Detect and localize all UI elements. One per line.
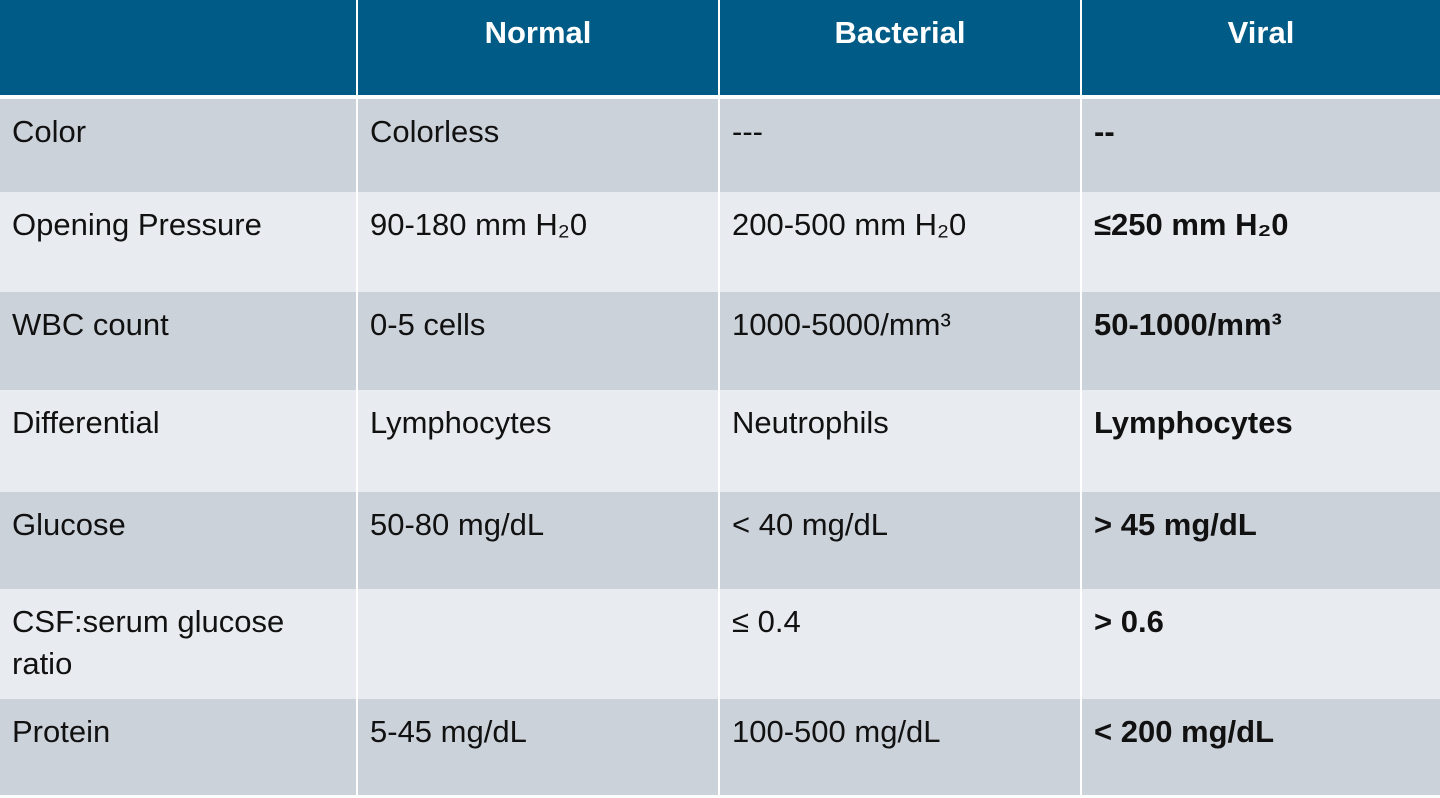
cell: 0-5 cells [356, 292, 719, 390]
table-row: CSF:serum glucose ratio ≤ 0.4 > 0.6 [0, 589, 1440, 699]
cell: > 0.6 [1080, 589, 1440, 699]
cell: Colorless [356, 97, 719, 192]
header-cell: Normal [356, 0, 719, 99]
row-label: Differential [0, 390, 357, 492]
row-label: CSF:serum glucose ratio [0, 589, 357, 699]
cell: ≤250 mm H₂0 [1080, 192, 1440, 292]
cell: 50-1000/mm³ [1080, 292, 1440, 390]
cell: 200-500 mm H₂0 [718, 192, 1081, 292]
cell: 90-180 mm H₂0 [356, 192, 719, 292]
header-cell [0, 0, 357, 99]
cell: 1000-5000/mm³ [718, 292, 1081, 390]
cell: 50-80 mg/dL [356, 492, 719, 589]
table-row: Opening Pressure 90-180 mm H₂0 200-500 mm … [0, 192, 1440, 292]
table-row: Differential Lymphocytes Neutrophils Lympho… [0, 390, 1440, 492]
cell: 5-45 mg/dL [356, 699, 719, 795]
cell: --- [718, 97, 1081, 192]
row-label: Color [0, 97, 357, 192]
cell: < 200 mg/dL [1080, 699, 1440, 795]
table-row: Protein 5-45 mg/dL 100-500 mg/dL < 200 mg/d… [0, 699, 1440, 795]
cell: < 40 mg/dL [718, 492, 1081, 589]
table-row: WBC count 0-5 cells 1000-5000/mm³ 50-1000/m… [0, 292, 1440, 390]
table-row: Glucose 50-80 mg/dL < 40 mg/dL > 45 mg/dL [0, 492, 1440, 589]
row-label: Glucose [0, 492, 357, 589]
table-body: Color Colorless --- -- Opening Pressure 90-18… [0, 97, 1440, 795]
cell: Lymphocytes [1080, 390, 1440, 492]
cell: Lymphocytes [356, 390, 719, 492]
cell [356, 589, 719, 699]
row-label: Opening Pressure [0, 192, 357, 292]
header-row: Normal Bacterial Viral [0, 0, 1440, 99]
cell: -- [1080, 97, 1440, 192]
row-label: WBC count [0, 292, 357, 390]
cell: > 45 mg/dL [1080, 492, 1440, 589]
cell: 100-500 mg/dL [718, 699, 1081, 795]
cell: ≤ 0.4 [718, 589, 1081, 699]
cell: Neutrophils [718, 390, 1081, 492]
header-cell: Viral [1080, 0, 1440, 99]
header-cell: Bacterial [718, 0, 1081, 99]
table-row: Color Colorless --- -- [0, 97, 1440, 192]
row-label: Protein [0, 699, 357, 795]
